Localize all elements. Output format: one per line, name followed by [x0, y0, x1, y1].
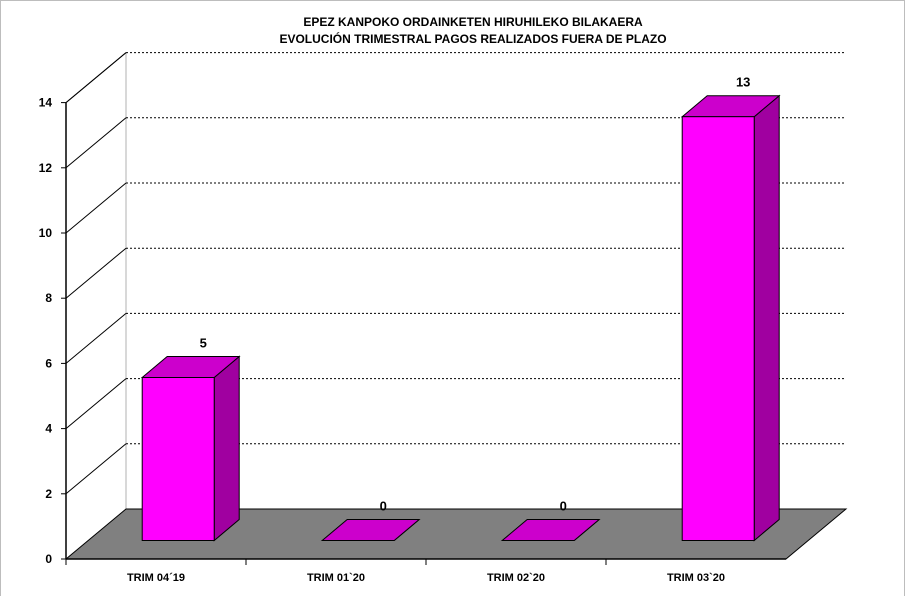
y-tick-label: 4: [45, 422, 52, 436]
data-label: 13: [736, 75, 750, 90]
data-label: 0: [380, 499, 387, 514]
grid-diagonal: [65, 443, 127, 495]
x-tick-label: TRIM 03`20: [667, 572, 725, 584]
bar-side: [213, 355, 240, 542]
x-tick-label: TRIM 01`20: [307, 572, 365, 584]
chart-labels: 0 2 4 6 8 10 12 14 TRIM 04´19 5 TRIM 01`20 0 TRIM 02…: [39, 75, 751, 584]
x-tick-label: TRIM 02`20: [487, 572, 545, 584]
bar-top: [500, 519, 601, 541]
wall-top-edge: [65, 52, 127, 103]
grid-diagonal: [65, 378, 127, 429]
grid-diagonal: [65, 117, 127, 169]
chart-subtitle: EVOLUCIÓN TRIMESTRAL PAGOS REALIZADOS FU…: [279, 31, 666, 46]
grid-diagonal: [65, 313, 127, 364]
data-label: 5: [200, 336, 207, 351]
chart-bars: [140, 94, 781, 542]
y-tick-label: 10: [39, 226, 53, 240]
bar-top: [320, 519, 421, 541]
bar-side: [753, 94, 780, 542]
y-tick-label: 6: [45, 356, 52, 370]
x-tick-label: TRIM 04´19: [127, 572, 185, 584]
bar: [141, 377, 215, 541]
data-label: 0: [560, 499, 567, 514]
bar: [681, 116, 755, 541]
chart-title: EPEZ KANPOKO ORDAINKETEN HIRUHILEKO BILA…: [303, 15, 643, 29]
grid-diagonal: [65, 182, 127, 234]
y-tick-label: 2: [45, 487, 52, 501]
grid-diagonal: [65, 247, 127, 299]
y-tick-label: 8: [45, 291, 52, 305]
y-tick-label: 12: [39, 161, 53, 175]
y-tick-label: 0: [45, 552, 52, 566]
y-tick-label: 14: [39, 96, 53, 110]
